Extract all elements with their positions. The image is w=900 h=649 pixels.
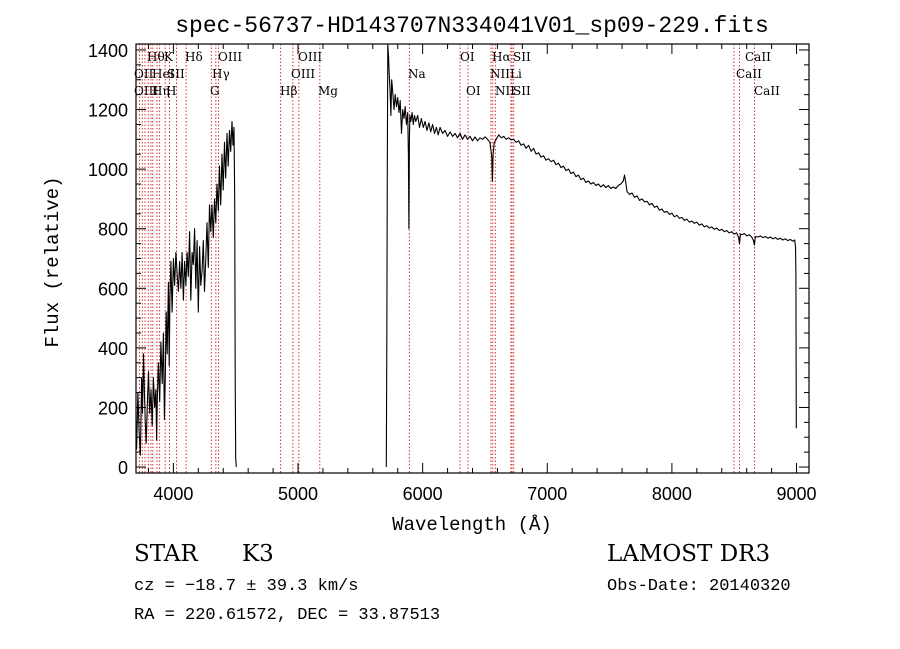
y-tick-label-1400: 1400 — [88, 41, 128, 61]
line-label-24: SII — [513, 84, 531, 98]
x-tick-label-6000: 6000 — [403, 484, 443, 504]
x-tick-label-9000: 9000 — [777, 484, 817, 504]
object-subclass: K3 — [242, 541, 274, 567]
line-label-17: OI — [460, 50, 475, 64]
y-tick-label-1200: 1200 — [88, 101, 128, 121]
line-label-20: SII — [513, 50, 531, 64]
flux-line-segment-0 — [136, 120, 237, 468]
x-tick-label-4000: 4000 — [153, 484, 193, 504]
flux-series — [136, 43, 797, 468]
line-label-23: NII — [495, 84, 515, 98]
x-tick-label-5000: 5000 — [278, 484, 318, 504]
line-label-14: Hβ — [280, 84, 297, 98]
x-tick-label-8000: 8000 — [652, 484, 692, 504]
x-tick-label-7000: 7000 — [527, 484, 567, 504]
x-axis-label: Wavelength (Å) — [392, 514, 552, 536]
line-label-11: G — [210, 84, 220, 98]
line-label-9: OIII — [218, 50, 242, 64]
coordinates: RA = 220.61572, DEC = 33.87513 — [134, 606, 440, 625]
line-label-21: NII — [490, 67, 510, 81]
line-label-8: Hδ — [185, 50, 203, 64]
y-tick-label-200: 200 — [98, 398, 128, 418]
y-tick-label-800: 800 — [98, 220, 128, 240]
line-label-22: Li — [510, 67, 522, 81]
line-label-4: HeI — [152, 67, 175, 81]
line-label-13: OIII — [291, 67, 315, 81]
chart-title: spec-56737-HD143707N334041V01_sp09-229.f… — [175, 13, 769, 39]
line-label-5: Hη — [152, 84, 170, 98]
y-tick-label-400: 400 — [98, 339, 128, 359]
line-label-6: SII — [167, 67, 185, 81]
line-label-10: Hγ — [212, 67, 230, 81]
line-label-16: Na — [408, 67, 426, 81]
observation-date: Obs-Date: 20140320 — [607, 577, 791, 596]
y-tick-label-0: 0 — [118, 458, 128, 478]
y-tick-label-1000: 1000 — [88, 160, 128, 180]
object-class: STAR — [134, 541, 198, 567]
line-label-18: OI — [466, 84, 481, 98]
line-label-3: K — [164, 50, 174, 64]
flux-line-segment-1 — [385, 43, 797, 468]
line-label-1: OII — [134, 67, 154, 81]
redshift-value: cz = −18.7 ± 39.3 km/s — [134, 577, 358, 596]
y-axis-label: Flux (relative) — [42, 176, 64, 347]
line-label-27: CaII — [754, 84, 780, 98]
line-label-0: Hθ — [147, 50, 165, 64]
spectral-line-markers — [138, 44, 755, 473]
line-label-15: Mg — [318, 84, 338, 98]
survey-name: LAMOST DR3 — [607, 541, 770, 567]
y-tick-label-600: 600 — [98, 279, 128, 299]
plot-frame — [135, 43, 810, 474]
y-axis-ticks: 0 200 400 600 800 1000 1200 1400 — [88, 41, 809, 478]
line-label-7: H — [166, 84, 176, 98]
line-label-26: CaII — [736, 67, 762, 81]
x-axis-ticks: 4000 5000 6000 7000 8000 9000 — [147, 44, 817, 504]
line-label-25: CaII — [745, 50, 771, 64]
line-label-19: Hα — [492, 50, 511, 64]
line-label-12: OIII — [298, 50, 322, 64]
